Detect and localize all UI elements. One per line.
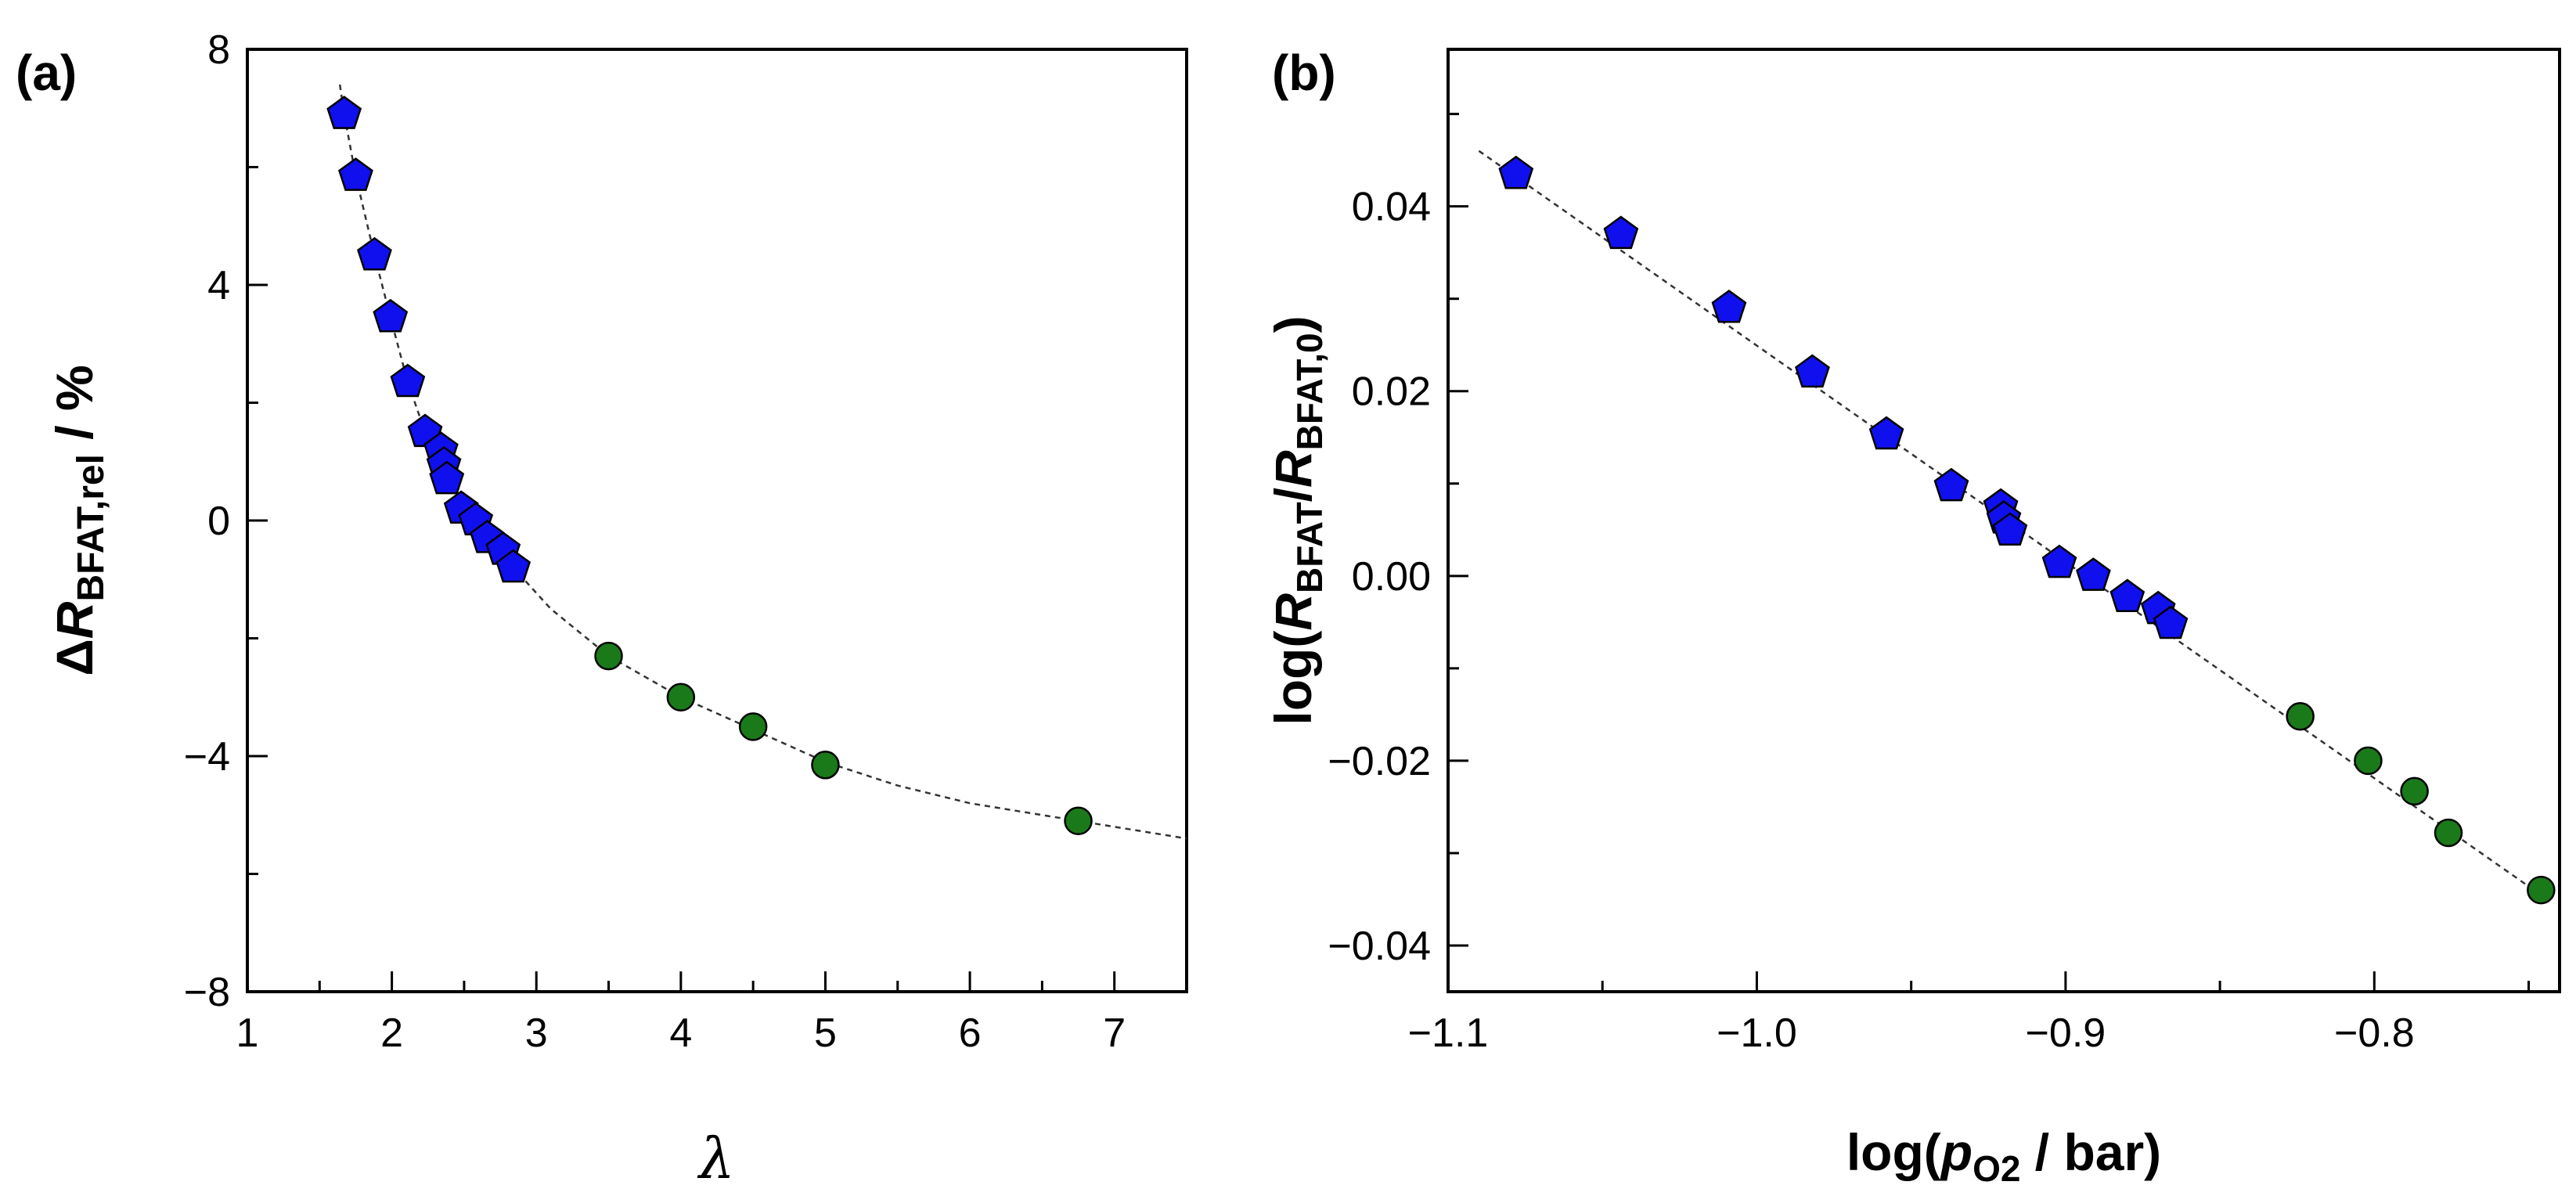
circle-data-point [1064, 806, 1093, 836]
circle-data-point [2527, 875, 2556, 905]
circle-data-point [2434, 818, 2463, 848]
panel-a-marks [326, 84, 1187, 840]
panel-a-x-ticks: 1 2 3 4 5 6 7 [236, 971, 1126, 1056]
pentagon-data-point [1933, 467, 1969, 502]
panel-a: (a) 1 2 3 4 5 6 7 −8 −4 0 4 8 λ ΔRBFAT,rel / % [16, 27, 1188, 1191]
panel-a-y-axis-label: ΔRBFAT,rel / % [45, 365, 112, 675]
panel-a-label: (a) [16, 45, 77, 101]
y-tick-label: 4 [207, 263, 230, 308]
x-tick-label: −0.8 [2334, 1010, 2415, 1056]
panel-b-label: (b) [1272, 45, 1336, 101]
pentagon-data-point [357, 236, 392, 271]
circle-data-point [594, 641, 623, 671]
circle-data-point [2286, 701, 2315, 731]
pentagon-data-point [1992, 512, 2028, 546]
pentagon-data-point [1603, 215, 1639, 250]
y-tick-label: 0.02 [1352, 369, 1431, 415]
y-tick-label: −8 [184, 970, 230, 1015]
panel-b-marks [1478, 150, 2556, 905]
panel-a-y-ticks: −8 −4 0 4 8 [184, 27, 268, 1015]
y-tick-label: 8 [207, 27, 230, 73]
x-tick-label: −0.9 [2026, 1010, 2106, 1056]
panel-b-plot-frame [1447, 48, 2561, 993]
pentagon-data-point [495, 549, 531, 583]
panel-b-x-ticks: −1.1 −1.0 −0.9 −0.8 [1408, 971, 2531, 1056]
circle-data-point [811, 751, 840, 780]
x-tick-label: 6 [959, 1010, 982, 1056]
circle-data-point [2400, 776, 2429, 806]
pentagon-data-point [373, 298, 409, 333]
pentagon-data-point [1711, 289, 1747, 323]
pentagon-data-point [338, 157, 373, 191]
circle-data-point [666, 683, 696, 711]
x-tick-label: −1.0 [1717, 1010, 1797, 1056]
pentagon-data-point [1498, 155, 1534, 189]
y-tick-label: 0 [207, 499, 230, 544]
pentagon-data-point [2076, 557, 2111, 591]
y-tick-label: −0.02 [1328, 739, 1431, 784]
y-tick-label: −4 [184, 734, 230, 780]
panel-b: (b) −1.1 −1.0 −0.9 −0.8 −0.04 −0.02 0.00 0.02 0… [1264, 45, 2561, 1189]
pentagon-data-point [390, 363, 426, 398]
x-tick-label: 7 [1103, 1010, 1126, 1056]
circle-data-point [2354, 746, 2383, 776]
panel-b-y-ticks: −0.04 −0.02 0.00 0.02 0.04 [1328, 113, 1468, 969]
y-tick-label: 0.00 [1352, 554, 1431, 600]
y-tick-label: 0.04 [1352, 185, 1431, 230]
x-tick-label: 2 [380, 1010, 403, 1056]
circle-data-point [738, 712, 768, 741]
y-tick-label: −0.04 [1328, 924, 1431, 969]
pentagon-data-point [1868, 416, 1904, 450]
pentagon-data-point [1795, 354, 1830, 388]
pentagon-data-point [326, 95, 362, 129]
x-tick-label: 4 [669, 1010, 692, 1056]
panel-b-y-axis-label: log(RBFAT/RBFAT,0) [1264, 315, 1330, 725]
pentagon-data-point [429, 460, 465, 495]
pentagon-data-point [2153, 605, 2189, 639]
pentagon-data-point [2041, 544, 2077, 578]
panel-a-x-axis-label: λ [697, 1126, 735, 1191]
x-tick-label: −1.1 [1408, 1010, 1489, 1056]
x-tick-label: 1 [236, 1010, 259, 1056]
pentagon-data-point [2109, 578, 2145, 613]
x-tick-label: 3 [525, 1010, 548, 1056]
x-tick-label: 5 [814, 1010, 837, 1056]
panel-b-x-axis-label: log(pO2 / bar) [1846, 1123, 2161, 1189]
panel-a-plot-frame [246, 48, 1188, 993]
